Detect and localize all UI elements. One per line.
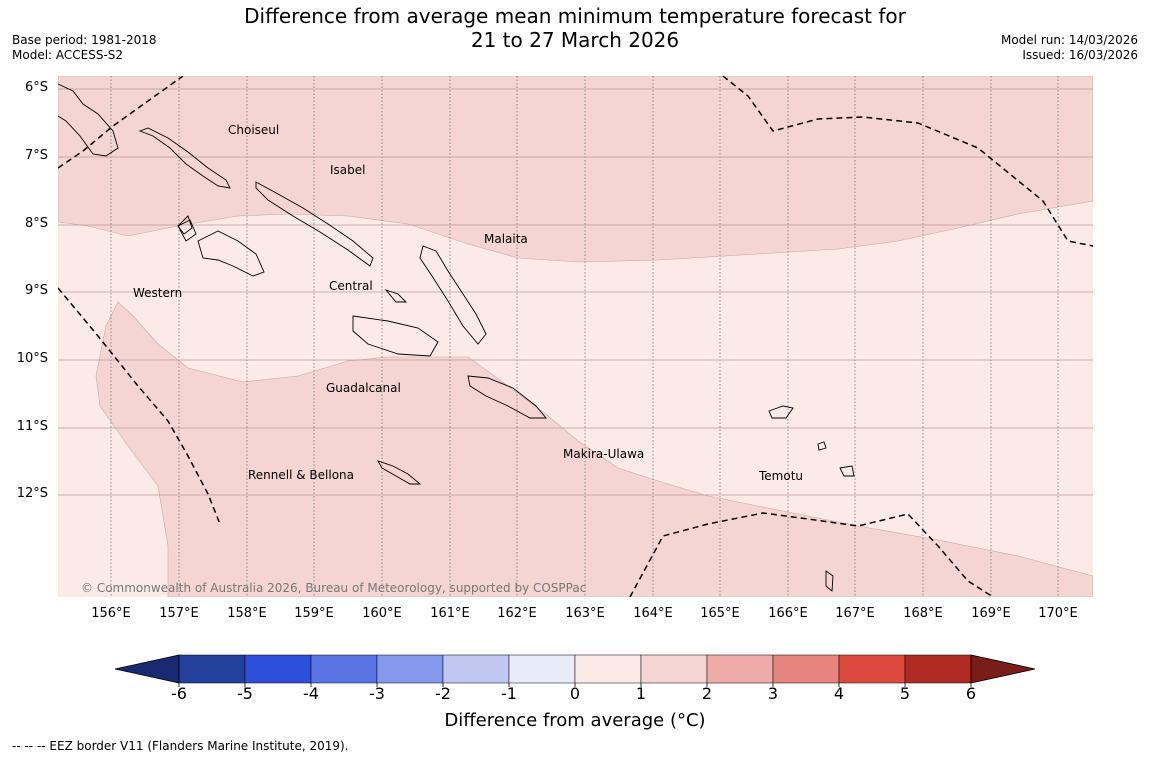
colorbar-tick-label: 2 [701, 684, 713, 703]
lon-label-166e: 166°E [768, 606, 808, 621]
model-name: Model: ACCESS-S2 [12, 48, 124, 62]
colorbar-cell [574, 654, 642, 684]
lon-label-169e: 169°E [971, 606, 1011, 621]
lat-label-7s: 7°S [24, 148, 48, 163]
lat-label-6s: 6°S [24, 80, 48, 95]
vella-lavella-coast [177, 219, 197, 242]
utupua-coast [839, 465, 855, 477]
colorbar-cell [508, 654, 576, 684]
lon-label-157e: 157°E [159, 606, 199, 621]
base-period: Base period: 1981-2018 [12, 33, 157, 47]
eez-border [58, 76, 1093, 597]
colorbar-under-arrow [114, 654, 180, 684]
colorbar-tick-label: -4 [303, 684, 319, 703]
colorbar-over-arrow [970, 654, 1036, 684]
colorbar-tick-label: -1 [501, 684, 517, 703]
kolombangara-coast [177, 215, 193, 235]
malaita-coast [419, 245, 487, 345]
colorbar-tick-label: 4 [833, 684, 845, 703]
colorbar [114, 654, 1036, 687]
guadalcanal-coast [352, 315, 439, 357]
lat-label-12s: 12°S [16, 486, 48, 501]
florida-islands-coast [384, 289, 408, 303]
forecast-map: Choiseul Isabel Malaita Western Central … [58, 76, 1093, 597]
region-label-isabel: Isabel [330, 163, 365, 177]
lon-label-170e: 170°E [1038, 606, 1078, 621]
colorbar-cell [640, 654, 708, 684]
isabel-coast [255, 181, 374, 267]
colorbar-cell [706, 654, 774, 684]
title-line-2: 21 to 27 March 2026 [470, 28, 680, 52]
lon-label-164e: 164°E [633, 606, 673, 621]
lon-label-161e: 161°E [430, 606, 470, 621]
colorbar-cell [838, 654, 906, 684]
region-label-choiseul: Choiseul [228, 123, 279, 137]
colorbar-tick-label: -5 [237, 684, 253, 703]
choiseul-coast [138, 127, 231, 189]
colorbar-cell [772, 654, 840, 684]
region-label-central: Central [329, 279, 373, 293]
bougainville-coast [58, 83, 119, 157]
rennell-coast [377, 460, 422, 485]
colorbar-tick-label: 5 [899, 684, 911, 703]
latitude-gridlines [58, 88, 1093, 496]
colorbar-label: Difference from average (°C) [444, 710, 706, 731]
vanikoro-coast [817, 441, 827, 451]
colorbar-cell [310, 654, 378, 684]
santa-cruz-coast [768, 405, 794, 419]
anomaly-band-1-2-north [58, 76, 1093, 263]
colorbar-cell [904, 654, 972, 684]
coastlines [58, 83, 855, 592]
lon-label-168e: 168°E [903, 606, 943, 621]
lon-label-163e: 163°E [565, 606, 605, 621]
colorbar-tick-label: 6 [965, 684, 977, 703]
lat-label-10s: 10°S [16, 351, 48, 366]
lon-label-160e: 160°E [362, 606, 402, 621]
colorbar-cell [178, 654, 246, 684]
region-label-western: Western [133, 286, 182, 300]
lat-label-11s: 11°S [16, 419, 48, 434]
new-georgia-coast [197, 230, 265, 277]
colorbar-tick-label: 0 [569, 684, 581, 703]
colorbar-tick-label: -2 [435, 684, 451, 703]
model-run: Model run: 14/03/2026 [1000, 33, 1138, 47]
colorbar-tick-label: -3 [369, 684, 385, 703]
colorbar-cell [376, 654, 444, 684]
makira-coast [467, 375, 547, 419]
region-label-malaita: Malaita [484, 232, 528, 246]
lon-label-167e: 167°E [835, 606, 875, 621]
colorbar-tick-label: -6 [171, 684, 187, 703]
lon-label-159e: 159°E [294, 606, 334, 621]
colorbar-tick-label: 3 [767, 684, 779, 703]
lat-label-8s: 8°S [24, 216, 48, 231]
lon-label-158e: 158°E [227, 606, 267, 621]
colorbar-tick-label: 1 [635, 684, 647, 703]
copyright-credit: © Commonwealth of Australia 2026, Bureau… [81, 581, 586, 595]
lat-label-9s: 9°S [24, 283, 48, 298]
colorbar-cell [442, 654, 510, 684]
lon-label-156e: 156°E [91, 606, 131, 621]
title-line-1: Difference from average mean minimum tem… [244, 4, 906, 28]
colorbar-cell [244, 654, 312, 684]
region-label-rennell-bellona: Rennell & Bellona [248, 468, 354, 482]
lon-label-165e: 165°E [700, 606, 740, 621]
lon-label-162e: 162°E [497, 606, 537, 621]
issued-date: Issued: 16/03/2026 [1022, 48, 1138, 62]
region-label-makira-ulawa: Makira-Ulawa [563, 447, 644, 461]
region-label-guadalcanal: Guadalcanal [326, 381, 401, 395]
eez-legend-note: -- -- -- EEZ border V11 (Flanders Marine… [12, 739, 349, 753]
region-label-temotu: Temotu [758, 469, 803, 483]
longitude-gridlines [110, 76, 1059, 597]
tikopia-coast [825, 570, 834, 592]
